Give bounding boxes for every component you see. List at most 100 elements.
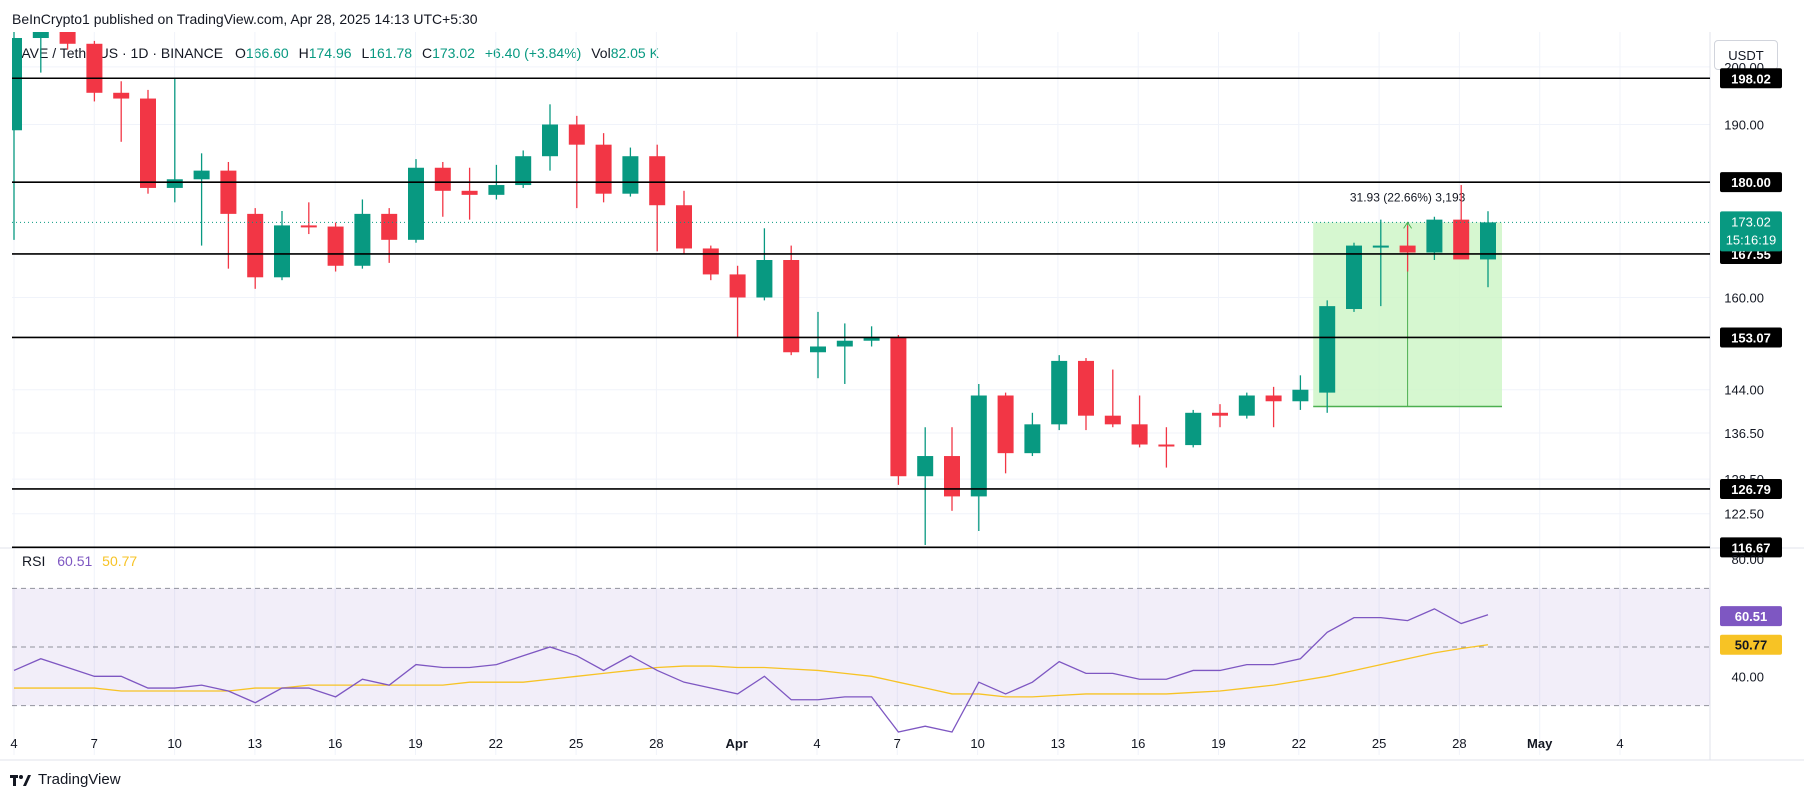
candle-body[interactable]	[434, 167, 451, 191]
candle-body[interactable]	[970, 395, 987, 497]
candle-body[interactable]	[1480, 222, 1496, 260]
candle-body[interactable]	[890, 337, 907, 477]
rsi-legend: RSI 60.51 50.77	[22, 553, 137, 569]
ohlc-legend: AAVE / TetherUS · 1D · BINANCE O166.60 H…	[12, 45, 659, 61]
candle-body[interactable]	[649, 156, 666, 206]
candle-body[interactable]	[247, 213, 264, 278]
candle-body[interactable]	[1453, 219, 1470, 260]
volume-label: Vol	[591, 45, 611, 61]
change-value: +6.40 (+3.84%)	[484, 45, 582, 61]
price-tick-label: 160.00	[1724, 290, 1764, 305]
candle-body[interactable]	[327, 226, 344, 266]
date-tick-label: 19	[1211, 736, 1225, 751]
date-tick-label: 10	[167, 736, 181, 751]
candle-body[interactable]	[1158, 444, 1175, 447]
volume-value: 82.05 K	[610, 45, 659, 61]
date-tick-label: 13	[248, 736, 262, 751]
candle-body[interactable]	[461, 190, 478, 195]
candle-body[interactable]	[917, 456, 934, 477]
candle-body[interactable]	[729, 274, 746, 298]
candle-body[interactable]	[1024, 424, 1041, 454]
rsi-ma-value-badge	[1720, 634, 1782, 655]
date-tick-label: 16	[328, 736, 342, 751]
candles-group	[6, 21, 1496, 545]
level-price-badge	[1720, 537, 1782, 558]
low-value: 161.78	[369, 45, 413, 61]
high-value: 174.96	[308, 45, 352, 61]
date-tick-label: 22	[1292, 736, 1306, 751]
candle-body[interactable]	[1319, 306, 1336, 393]
candle-body[interactable]	[1078, 360, 1094, 416]
candle-body[interactable]	[756, 260, 773, 298]
candle-body[interactable]	[1051, 360, 1068, 425]
price-tick-label: 144.00	[1724, 383, 1764, 398]
date-tick-label: 28	[649, 736, 663, 751]
price-tick-label: 136.50	[1724, 426, 1764, 441]
price-tick-label: 122.50	[1724, 507, 1764, 522]
candle-body[interactable]	[676, 205, 692, 249]
candle-body[interactable]	[113, 92, 130, 99]
candle-body[interactable]	[381, 213, 398, 240]
date-tick-label: 19	[408, 736, 422, 751]
candle-body[interactable]	[1265, 395, 1282, 402]
candle-body[interactable]	[32, 21, 49, 39]
candle-body[interactable]	[622, 156, 639, 194]
date-tick-label: 7	[91, 736, 98, 751]
candle-body[interactable]	[1346, 245, 1362, 310]
candle-body[interactable]	[1104, 415, 1121, 425]
candle-body[interactable]	[1426, 219, 1443, 253]
candle-body[interactable]	[1372, 245, 1389, 248]
brand-label: TradingView	[38, 771, 121, 788]
candle-body[interactable]	[702, 248, 719, 275]
candle-body[interactable]	[1131, 424, 1148, 445]
date-tick-label: 25	[1372, 736, 1386, 751]
candle-body[interactable]	[595, 144, 612, 194]
candle-body[interactable]	[944, 456, 960, 497]
candle-body[interactable]	[274, 225, 290, 278]
candle-body[interactable]	[515, 156, 532, 186]
rsi-value-label: 60.51	[1735, 609, 1768, 624]
price-tick-label: 190.00	[1724, 118, 1764, 133]
date-tick-label: 4	[10, 736, 17, 751]
candle-body[interactable]	[783, 260, 800, 353]
measure-label: 31.93 (22.66%) 3,193	[1350, 190, 1466, 204]
candle-body[interactable]	[300, 225, 317, 228]
level-price-label: 153.07	[1731, 330, 1771, 345]
candle-body[interactable]	[166, 179, 183, 188]
candle-body[interactable]	[220, 170, 237, 214]
rsi-line[interactable]	[13, 608, 1489, 733]
candle-body[interactable]	[1212, 412, 1228, 416]
candle-body[interactable]	[836, 340, 853, 347]
measure-arrow-head-icon	[1403, 221, 1413, 229]
candle-body[interactable]	[1238, 395, 1255, 416]
candle-body[interactable]	[354, 213, 371, 266]
date-tick-label: 16	[1131, 736, 1145, 751]
candle-body[interactable]	[59, 21, 76, 44]
candle-body[interactable]	[568, 124, 585, 145]
candle-body[interactable]	[542, 124, 558, 157]
candle-body[interactable]	[140, 98, 156, 188]
date-tick-label: Apr	[726, 736, 748, 751]
candle-body[interactable]	[1185, 412, 1202, 446]
candle-body[interactable]	[997, 395, 1014, 454]
candle-body[interactable]	[1399, 245, 1416, 253]
rsi-ma-line[interactable]	[14, 644, 1489, 698]
tradingview-brand[interactable]: TradingView	[10, 771, 121, 788]
candle-body[interactable]	[6, 38, 22, 131]
candle-body[interactable]	[408, 167, 424, 240]
date-tick-label: 7	[894, 736, 901, 751]
candle-body[interactable]	[193, 170, 210, 180]
candle-body[interactable]	[1292, 389, 1309, 402]
high-label: H	[298, 45, 309, 61]
candle-body[interactable]	[863, 337, 880, 341]
candle-body[interactable]	[86, 43, 103, 93]
candle-body[interactable]	[488, 185, 505, 195]
level-price-label: 126.79	[1731, 482, 1771, 497]
rsi-ma-legend-value: 50.77	[102, 553, 138, 569]
rsi-legend-value: 60.51	[57, 553, 93, 569]
rsi-value-badge	[1720, 606, 1782, 627]
current-price-badge	[1720, 211, 1782, 252]
symbol-label[interactable]: AAVE / TetherUS · 1D · BINANCE	[12, 45, 224, 61]
candle-body[interactable]	[810, 346, 826, 353]
